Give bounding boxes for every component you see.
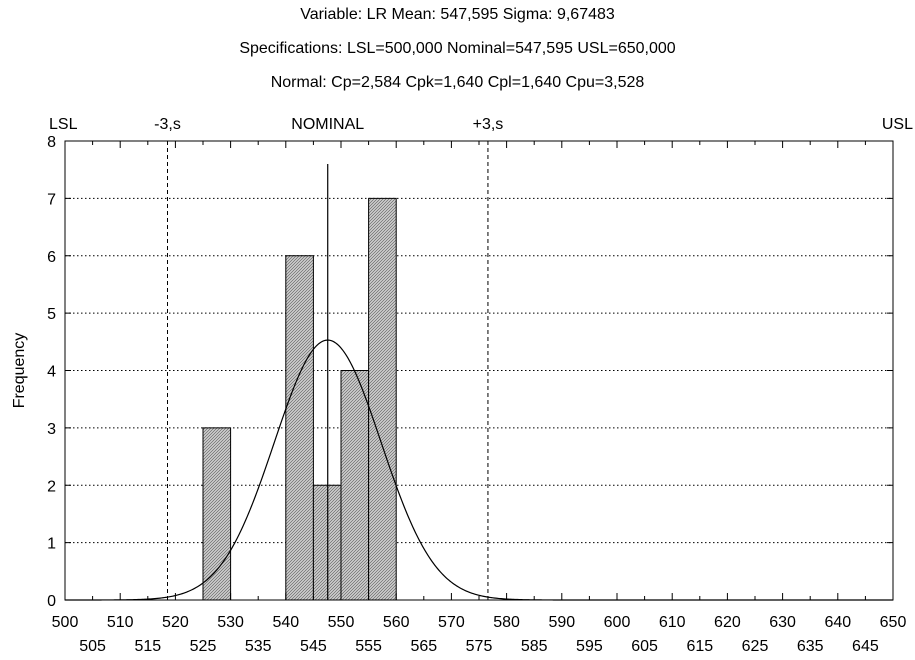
x-tick-label: 625 (742, 638, 769, 655)
x-tick-label: 540 (272, 614, 299, 631)
x-tick-label: 550 (328, 614, 355, 631)
y-axis-label: Frequency (11, 333, 28, 409)
y-tick-label: 7 (47, 191, 56, 208)
x-tick-label: 560 (383, 614, 410, 631)
normal-curve (65, 339, 893, 601)
y-tick-label: 6 (47, 249, 56, 266)
x-tick-label: 640 (824, 614, 851, 631)
chart-title-line-2: Specifications: LSL=500,000 Nominal=547,… (239, 40, 676, 57)
x-tick-label: 580 (493, 614, 520, 631)
x-tick-label: 590 (548, 614, 575, 631)
x-tick-label: 595 (576, 638, 603, 655)
y-tick-label: 4 (47, 364, 56, 381)
x-tick-label: 520 (162, 614, 189, 631)
x-tick-label: 500 (52, 614, 79, 631)
x-tick-label: 600 (604, 614, 631, 631)
x-tick-label: 535 (245, 638, 272, 655)
x-tick-label: 570 (438, 614, 465, 631)
chart-title-line-1: Variable: LR Mean: 547,595 Sigma: 9,6748… (300, 6, 615, 23)
histogram-bar (368, 197, 397, 601)
histogram-bar (340, 370, 370, 601)
y-tick-label: 8 (47, 134, 56, 151)
y-tick-label: 1 (47, 536, 56, 553)
x-tick-label: 650 (880, 614, 907, 631)
x-tick-label: 610 (659, 614, 686, 631)
x-tick-label: 645 (852, 638, 879, 655)
y-tick-label: 2 (47, 478, 56, 495)
histogram-bar (285, 255, 314, 601)
reference-label: +3,s (473, 116, 504, 133)
x-tick-label: 510 (107, 614, 134, 631)
x-tick-label: 530 (217, 614, 244, 631)
x-tick-label: 605 (631, 638, 658, 655)
x-tick-label: 615 (686, 638, 713, 655)
chart-title-line-3: Normal: Cp=2,584 Cpk=1,640 Cpl=1,640 Cpu… (270, 74, 645, 91)
reference-label: USL (882, 116, 913, 133)
reference-label: LSL (49, 116, 78, 133)
y-tick-label: 0 (47, 593, 56, 610)
x-tick-label: 575 (466, 638, 493, 655)
x-tick-label: 545 (300, 638, 327, 655)
y-tick-label: 3 (47, 421, 56, 438)
x-tick-label: 635 (797, 638, 824, 655)
histogram-bar (202, 427, 232, 601)
x-tick-label: 585 (521, 638, 548, 655)
reference-label: NOMINAL (291, 116, 364, 133)
x-tick-label: 525 (190, 638, 217, 655)
x-tick-label: 620 (714, 614, 741, 631)
reference-label: -3,s (154, 116, 181, 133)
x-tick-label: 515 (134, 638, 161, 655)
x-tick-label: 555 (355, 638, 382, 655)
x-tick-label: 565 (410, 638, 437, 655)
x-tick-label: 505 (79, 638, 106, 655)
x-tick-label: 630 (769, 614, 796, 631)
y-tick-label: 5 (47, 306, 56, 323)
